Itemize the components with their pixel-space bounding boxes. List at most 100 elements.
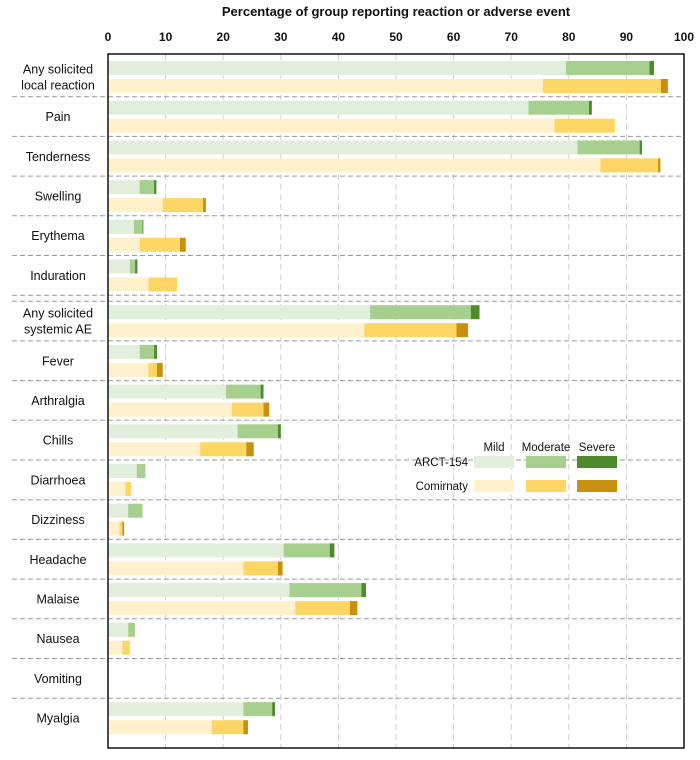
bar-comirnaty-mild [108, 442, 201, 457]
bar-comirnaty-mild [108, 198, 163, 213]
bar-comirnaty-moderate [231, 402, 264, 417]
bar-comirnaty-severe [456, 323, 468, 338]
bar-arct-154-severe [277, 424, 281, 439]
bar-arct-154-moderate [577, 140, 640, 155]
category-label: Arthralgia [31, 394, 85, 408]
bar-arct-154-mild [108, 583, 290, 598]
category-label: Chills [43, 434, 74, 448]
bar-arct-154-moderate [226, 384, 261, 399]
legend-group-comirnaty: Comirnaty [416, 481, 469, 493]
bar-arct-154-mild [108, 464, 137, 478]
x-tick-label-90: 90 [620, 30, 634, 44]
bar-comirnaty-severe [277, 561, 283, 576]
bar-comirnaty-moderate [148, 362, 157, 377]
bar-comirnaty-moderate [119, 521, 123, 536]
bar-comirnaty-mild [108, 118, 555, 133]
bar-comirnaty-severe [180, 237, 186, 252]
category-labels: Any solicited local reaction Pain Tendernes… [21, 62, 95, 725]
bar-arct-154-severe [154, 344, 157, 359]
bar-comirnaty-moderate [125, 482, 132, 496]
bar-arct-154-moderate [283, 543, 330, 558]
legend-header-severe: Severe [579, 442, 615, 454]
bar-comirnaty-moderate [139, 237, 180, 252]
bar-comirnaty-mild [108, 561, 244, 576]
bar-comirnaty-moderate [122, 640, 130, 655]
bar-comirnaty-mild [108, 277, 149, 292]
bar-comirnaty-mild [108, 402, 232, 417]
category-label: Any solicited [23, 62, 93, 76]
bar-comirnaty-severe [122, 521, 125, 536]
bar-comirnaty-mild [108, 720, 212, 735]
category-label: Dizziness [31, 513, 85, 527]
bar-arct-154-moderate [133, 219, 143, 234]
legend-swatch-arct-154-severe [577, 456, 617, 468]
bar-arct-154-mild [108, 702, 244, 717]
x-tick-label-10: 10 [159, 30, 173, 44]
legend-group-arct-154: ARCT-154 [414, 457, 468, 469]
gridlines [165, 54, 627, 748]
category-label: Fever [42, 354, 74, 368]
bar-comirnaty-severe [203, 198, 206, 213]
bar-arct-154-moderate [289, 583, 362, 598]
category-label: Erythema [31, 229, 85, 243]
x-axis-title: Percentage of group reporting reaction o… [222, 4, 571, 19]
bar-comirnaty-severe [243, 720, 248, 735]
bar-arct-154-severe [588, 100, 592, 115]
plot-frame [107, 53, 685, 749]
bar-arct-154-mild [108, 61, 566, 75]
legend-swatch-comirnaty-severe [577, 480, 617, 492]
bar-comirnaty-severe [660, 79, 668, 93]
bar-arct-154-moderate [136, 464, 146, 478]
bar-arct-154-severe [142, 219, 144, 234]
category-label: local reaction [21, 78, 95, 92]
x-tick-label-80: 80 [562, 30, 576, 44]
bar-comirnaty-moderate [243, 561, 278, 576]
legend-swatch-arct-154-mild [474, 456, 514, 468]
x-tick-label-70: 70 [505, 30, 519, 44]
bar-comirnaty-moderate [542, 79, 661, 93]
bar-arct-154-mild [108, 344, 140, 359]
category-label: Diarrhoea [31, 473, 86, 487]
bar-arct-154-moderate [243, 702, 273, 717]
bar-comirnaty-mild [108, 362, 149, 377]
bar-arct-154-severe [154, 180, 157, 195]
category-label: Swelling [35, 189, 82, 203]
x-axis-ticks: 0 10 20 30 40 50 60 70 80 90 100 [105, 30, 695, 44]
bar-arct-154-moderate [370, 305, 471, 320]
bar-arct-154-mild [108, 219, 134, 234]
x-tick-label-0: 0 [105, 30, 112, 44]
bar-comirnaty-moderate [200, 442, 247, 457]
bar-comirnaty-mild [108, 79, 543, 93]
bar-arct-154-moderate [128, 622, 136, 637]
bar-comirnaty-severe [263, 402, 270, 417]
bar-comirnaty-mild [108, 482, 126, 496]
bar-arct-154-severe [329, 543, 335, 558]
bar-arct-154-mild [108, 305, 371, 320]
bar-arct-154-severe [361, 583, 367, 598]
bar-comirnaty-severe [246, 442, 254, 457]
bar-arct-154-mild [108, 424, 238, 439]
bar-arct-154-moderate [237, 424, 278, 439]
legend-swatch-comirnaty-moderate [526, 480, 566, 492]
bars [108, 61, 668, 735]
bar-comirnaty-moderate [211, 720, 244, 735]
bar-comirnaty-mild [108, 601, 296, 616]
category-label: Tenderness [26, 150, 91, 164]
x-tick-label-40: 40 [332, 30, 346, 44]
bar-comirnaty-severe [156, 362, 163, 377]
bar-comirnaty-moderate [295, 601, 350, 616]
bar-arct-154-severe [639, 140, 642, 155]
legend-swatch-comirnaty-mild [474, 480, 514, 492]
category-label: Pain [45, 110, 70, 124]
legend-header-moderate: Moderate [522, 442, 571, 454]
x-tick-label-20: 20 [217, 30, 231, 44]
bar-arct-154-mild [108, 140, 578, 155]
legend-header-mild: Mild [483, 442, 504, 454]
x-tick-label-60: 60 [447, 30, 461, 44]
legend: Mild Moderate Severe ARCT-154 Comirnaty [414, 442, 617, 493]
category-label: Headache [30, 553, 87, 567]
bar-comirnaty-moderate [364, 323, 457, 338]
bar-comirnaty-moderate [600, 158, 659, 173]
bar-arct-154-moderate [139, 180, 155, 195]
